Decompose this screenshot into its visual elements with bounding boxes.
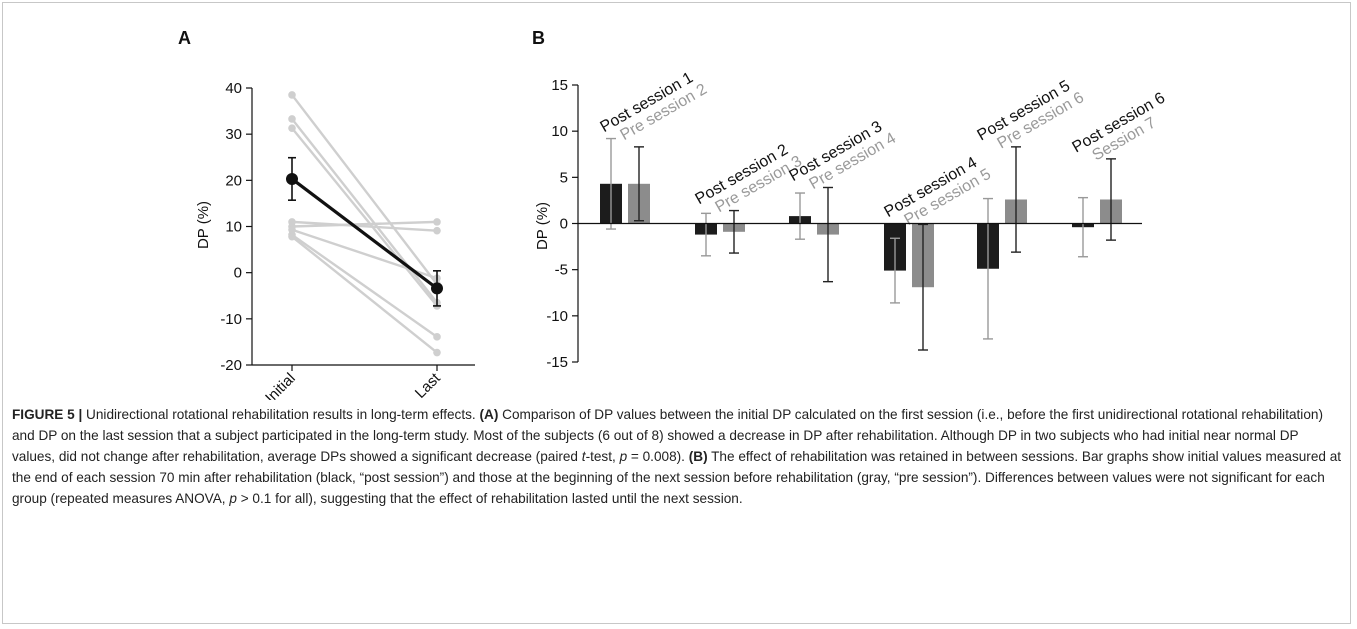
panel-a-subject-point	[433, 218, 441, 226]
panel-a-mean-point	[286, 172, 298, 185]
panel-a-subject-line	[291, 127, 438, 307]
panel-a-subject-point	[288, 91, 296, 99]
figure-caption: FIGURE 5 | Unidirectional rotational reh…	[12, 404, 1342, 509]
panel-a-subject-point	[433, 333, 441, 341]
panel-a-y-tick-label: -10	[220, 311, 242, 328]
panel-a-y-tick-label: -20	[220, 357, 242, 374]
caption-ref-a: (A)	[479, 407, 499, 422]
panel-a-subject-line	[291, 233, 438, 338]
panel-a-mean-point	[431, 282, 443, 295]
caption-text-b2: > 0.1 for all), suggesting that the effe…	[236, 491, 743, 506]
caption-sentence: Unidirectional rotational rehabilitation…	[82, 407, 480, 422]
panel-a-y-tick-label: 10	[225, 219, 242, 236]
panel-a-subject-point	[288, 115, 296, 123]
panel-a-y-tick-label: 20	[225, 172, 242, 189]
panel-b-axes: 15 10 5 0 -5 -10 -15	[546, 77, 579, 371]
caption-text-a3: = 0.008).	[627, 449, 689, 464]
caption-text-a1: Comparison of DP values between the init…	[12, 407, 1323, 464]
panel-b-y-tick-label: 15	[551, 77, 568, 94]
figure-5: A DP (%) 40 30 20 10 0 -10 -20 Initial Last B D…	[178, 28, 1168, 400]
panel-a-subject-point	[288, 124, 296, 132]
panel-a-mean-line	[286, 156, 443, 307]
panel-a-subject-line	[291, 220, 438, 228]
panel-a-chart: A DP (%) 40 30 20 10 0 -10 -20 Initial Last	[178, 28, 475, 400]
panel-a-subject-line	[291, 94, 438, 285]
panel-a-y-axis-label: DP (%)	[195, 201, 212, 249]
panel-b-bars	[600, 137, 1122, 351]
panel-a-x-tick-label: Initial	[262, 370, 299, 400]
panel-a-y-tick-label: 40	[225, 80, 242, 97]
panel-b-y-tick-label: 0	[560, 216, 568, 233]
caption-label: FIGURE 5 |	[12, 407, 83, 422]
caption-p2: p	[229, 491, 237, 506]
caption-text-b1: The effect of rehabilitation was retaine…	[12, 449, 1342, 506]
caption-t: t	[581, 449, 586, 464]
panel-a-x-tick-labels: Initial Last	[262, 369, 444, 400]
panel-a-subject-point	[433, 348, 441, 357]
panel-b-y-tick-label: -15	[546, 354, 568, 371]
panel-a-mean-connector	[291, 177, 438, 290]
panel-b-y-axis-label: DP (%)	[534, 202, 551, 250]
caption-p: p	[619, 449, 628, 464]
panel-a-subject-point	[433, 226, 441, 235]
panel-a-y-tick-label: 30	[225, 126, 242, 143]
panel-a-y-tick-label: 0	[234, 265, 242, 282]
panel-a-subject-line	[291, 235, 438, 354]
panel-a-letter: A	[178, 28, 191, 48]
panel-b-y-tick-label: 10	[551, 123, 568, 140]
panel-a-axes: 40 30 20 10 0 -10 -20	[220, 80, 475, 374]
panel-a-subject-point	[288, 232, 296, 241]
panel-b-y-tick-label: -10	[546, 308, 568, 325]
panel-a-subject-line	[291, 118, 438, 304]
caption-text-a2: -test,	[585, 449, 620, 464]
panel-b-y-tick-label: -5	[555, 262, 568, 279]
panel-a-subject-line	[291, 220, 438, 232]
panel-b-letter: B	[532, 28, 545, 48]
panel-a-individual-lines	[288, 91, 441, 357]
panel-a-x-tick-label: Last	[412, 369, 445, 400]
panel-b-y-tick-label: 5	[560, 169, 568, 186]
caption-ref-b: (B)	[688, 449, 708, 464]
